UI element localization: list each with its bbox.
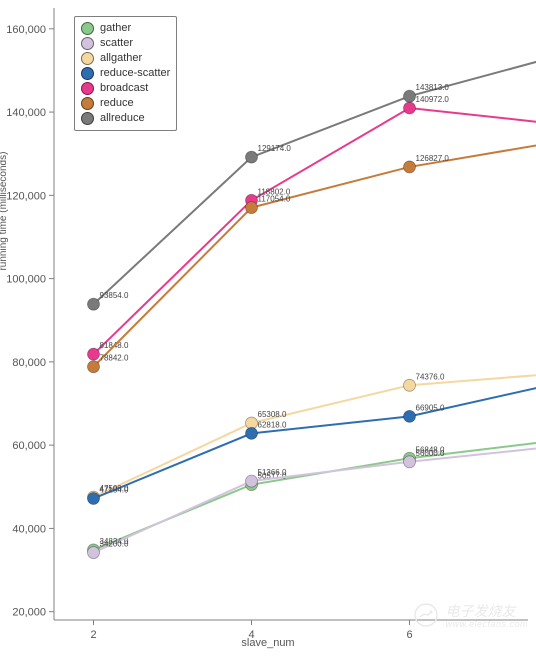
series-line-reduce — [94, 140, 536, 367]
point-label: 56000.0 — [416, 449, 445, 458]
legend-label: reduce-scatter — [100, 66, 170, 81]
series-point-reduce — [404, 161, 416, 173]
watermark-url: www.elecfans.com — [445, 619, 528, 629]
legend-item-allgather: allgather — [81, 51, 170, 66]
y-tick-label: 160,000 — [6, 24, 46, 36]
x-axis-title: slave_num — [241, 637, 294, 649]
series-point-allreduce — [246, 151, 258, 163]
legend-label: reduce — [100, 96, 134, 111]
legend-swatch — [81, 37, 94, 50]
point-label: 140972.0 — [416, 95, 450, 104]
y-tick-label: 120,000 — [6, 190, 46, 202]
y-tick-label: 60,000 — [12, 440, 46, 452]
point-label: 47184.0 — [100, 485, 129, 494]
logo-icon — [413, 602, 439, 628]
legend-label: scatter — [100, 36, 133, 51]
series-point-allreduce — [404, 90, 416, 102]
point-label: 51366.0 — [258, 468, 287, 477]
legend-label: gather — [100, 21, 131, 36]
y-tick-label: 100,000 — [6, 274, 46, 286]
point-label: 34200.0 — [100, 540, 129, 549]
point-label: 117054.0 — [258, 195, 291, 204]
y-tick-label: 140,000 — [6, 107, 46, 119]
legend-swatch — [81, 52, 94, 65]
series-point-reduce — [88, 361, 100, 373]
series-point-broadcast — [404, 102, 416, 114]
watermark: 电子发烧友 www.elecfans.com — [413, 601, 528, 629]
series-point-reduce-scatter — [404, 410, 416, 422]
legend-label: allreduce — [100, 111, 145, 126]
legend-swatch — [81, 22, 94, 35]
series-point-allreduce — [88, 298, 100, 310]
legend-item-allreduce: allreduce — [81, 111, 170, 126]
point-label: 126827.0 — [416, 154, 450, 163]
x-tick-label: 6 — [406, 629, 412, 641]
series-line-reduce-scatter — [94, 381, 536, 498]
legend-swatch — [81, 82, 94, 95]
series-line-allgather — [94, 373, 536, 497]
legend-swatch — [81, 112, 94, 125]
legend-item-reduce-scatter: reduce-scatter — [81, 66, 170, 81]
legend-label: broadcast — [100, 81, 148, 96]
series-point-allgather — [404, 379, 416, 391]
point-label: 62818.0 — [258, 420, 287, 429]
series-point-scatter — [88, 547, 100, 559]
y-tick-label: 40,000 — [12, 523, 46, 535]
watermark-title: 电子发烧友 — [445, 601, 528, 621]
point-label: 143813.0 — [416, 83, 450, 92]
series-point-broadcast — [88, 348, 100, 360]
point-label: 74376.0 — [416, 372, 445, 381]
point-label: 66905.0 — [416, 403, 445, 412]
y-tick-label: 20,000 — [12, 607, 46, 619]
series-point-scatter — [404, 456, 416, 468]
x-tick-label: 2 — [90, 629, 96, 641]
series-point-reduce — [246, 202, 258, 214]
point-label: 78842.0 — [100, 354, 129, 363]
legend-item-broadcast: broadcast — [81, 81, 170, 96]
series-point-reduce-scatter — [246, 427, 258, 439]
series-line-scatter — [94, 445, 536, 552]
y-axis-title: running time (milliseconds) — [0, 151, 9, 270]
point-label: 93854.0 — [100, 291, 129, 300]
legend: gatherscatterallgatherreduce-scatterbroa… — [74, 16, 177, 131]
y-tick-label: 80,000 — [12, 357, 46, 369]
point-label: 129174.0 — [258, 144, 292, 153]
legend-swatch — [81, 97, 94, 110]
point-label: 65308.0 — [258, 410, 287, 419]
legend-item-scatter: scatter — [81, 36, 170, 51]
legend-label: allgather — [100, 51, 142, 66]
series-line-broadcast — [94, 108, 536, 354]
series-point-reduce-scatter — [88, 492, 100, 504]
legend-item-reduce: reduce — [81, 96, 170, 111]
legend-swatch — [81, 67, 94, 80]
series-point-scatter — [246, 475, 258, 487]
legend-item-gather: gather — [81, 21, 170, 36]
